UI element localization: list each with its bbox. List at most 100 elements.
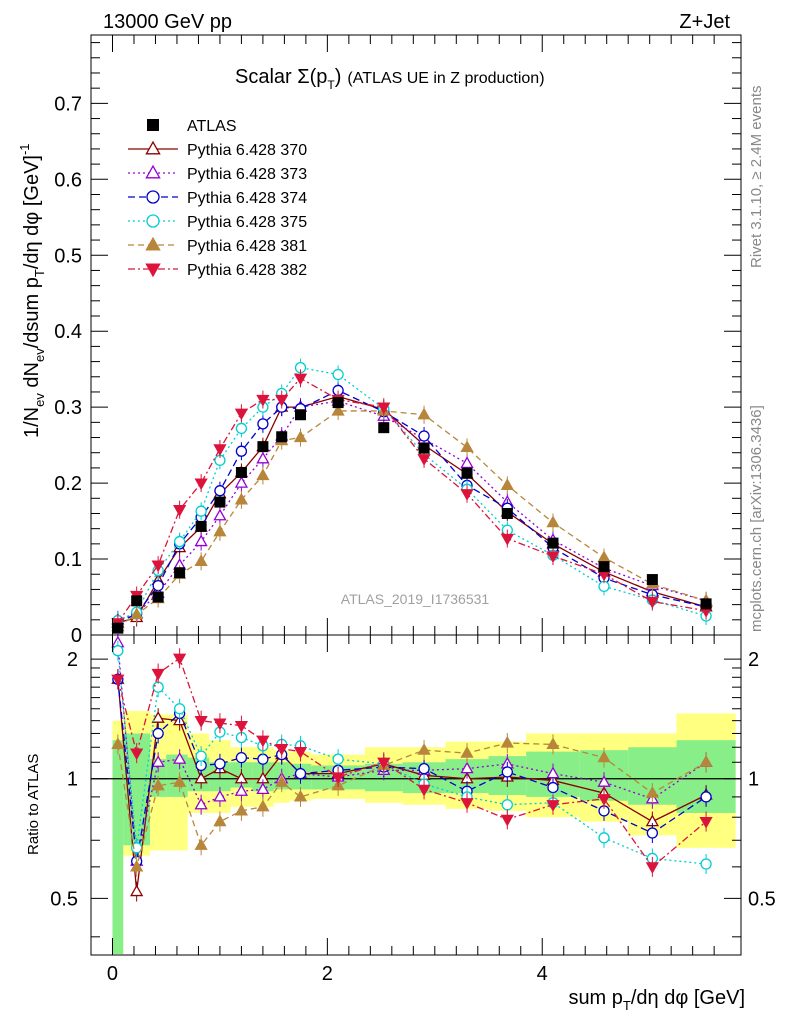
series-atlas — [112, 397, 712, 634]
legend-marker — [147, 119, 159, 131]
data-point — [194, 534, 208, 547]
data-point — [276, 431, 288, 443]
ratio-point — [151, 778, 165, 791]
data-point — [234, 408, 249, 421]
ratio-point — [195, 750, 207, 762]
ratio-point — [460, 761, 474, 774]
x-tick-label: 4 — [537, 963, 548, 985]
legend-item: Pythia 6.428 382 — [128, 262, 307, 279]
data-point — [501, 507, 513, 519]
data-point — [151, 560, 165, 573]
legend-marker — [145, 164, 161, 179]
data-point — [377, 402, 391, 415]
data-point — [598, 561, 610, 573]
ratio-point — [500, 735, 514, 748]
ratio-point — [151, 711, 165, 723]
data-point — [546, 515, 560, 528]
ratio-point — [173, 653, 187, 666]
rivet-version-label: Rivet 3.1.10, ≥ 2.4M events — [748, 86, 765, 269]
ratio-point — [256, 799, 270, 812]
ratio-point — [500, 814, 514, 827]
data-point — [214, 485, 226, 497]
ratio-point — [417, 743, 431, 755]
ratio-point — [460, 798, 474, 810]
legend-item: Pythia 6.428 373 — [128, 164, 307, 183]
ratio-point — [234, 721, 249, 733]
legend-marker — [146, 190, 160, 204]
ratio-point — [597, 750, 611, 763]
ratio-point — [130, 859, 144, 872]
main-y-axis-label: 1/Nev dNev/dsum pT/dη dφ [GeV]-1 — [17, 143, 47, 438]
process-label: Z+Jet — [679, 11, 730, 33]
ratio-point — [111, 674, 125, 687]
ratio-point — [194, 838, 208, 850]
ratio-point — [173, 703, 186, 715]
data-point — [194, 478, 208, 491]
ratio-y-tick-label: 2 — [67, 649, 78, 671]
ratio-point — [234, 784, 249, 796]
ratio-y-tick-label: 1 — [67, 769, 78, 791]
ratio-point — [331, 772, 345, 785]
ratio-point — [597, 794, 611, 806]
data-point — [152, 579, 164, 592]
data-point — [546, 551, 560, 564]
uncertainty-band-inner — [112, 740, 124, 954]
analysis-watermark: ATLAS_2019_I1736531 — [341, 591, 490, 607]
y-tick-label: 0.3 — [54, 397, 82, 419]
mcplots-reference-label: mcplots.cern.ch [arXiv:1306.3436] — [748, 405, 765, 632]
data-point — [417, 454, 431, 466]
legend-label: Pythia 6.428 374 — [187, 190, 307, 207]
ratio-point — [699, 755, 713, 767]
ratio-point — [417, 784, 431, 797]
data-point — [418, 442, 430, 454]
y-tick-label: 0.6 — [54, 169, 82, 191]
ratio-point — [194, 771, 208, 784]
ratio-point — [293, 789, 308, 802]
data-point — [256, 468, 270, 481]
data-point — [195, 520, 207, 532]
legend-marker — [146, 214, 160, 228]
ratio-point — [234, 803, 249, 816]
ratio-point — [460, 746, 474, 758]
legend-marker — [145, 140, 161, 155]
legend-item: ATLAS — [147, 118, 237, 135]
data-point — [295, 409, 307, 421]
ratio-point — [152, 727, 164, 740]
y-tick-label: 0.1 — [54, 549, 82, 571]
x-tick-label: 2 — [322, 963, 333, 985]
ratio-point — [700, 858, 712, 870]
data-point — [234, 476, 249, 488]
data-point — [256, 451, 270, 464]
data-point — [293, 373, 308, 386]
data-point — [378, 422, 390, 434]
ratio-point — [112, 645, 124, 657]
ratio-point — [418, 763, 430, 775]
data-point — [460, 440, 474, 453]
collision-energy-label: 13000 GeV pp — [103, 11, 232, 33]
data-point — [235, 422, 248, 435]
data-point — [418, 430, 430, 442]
data-point — [213, 524, 227, 537]
data-point — [700, 598, 712, 610]
ratio-point — [173, 775, 187, 787]
data-point — [293, 430, 308, 443]
y-tick-label: 0.2 — [54, 473, 82, 495]
data-point — [235, 445, 248, 457]
legend-label: Pythia 6.428 382 — [187, 262, 307, 279]
data-point — [645, 596, 659, 609]
data-point — [152, 591, 164, 603]
ratio-point — [151, 755, 165, 767]
data-point — [256, 394, 270, 407]
data-point — [257, 418, 269, 430]
data-point — [417, 407, 431, 420]
ratio-y-tick-label: 0.5 — [50, 888, 78, 910]
ratio-point — [111, 737, 125, 750]
data-point — [213, 444, 227, 456]
data-point — [213, 508, 227, 521]
ratio-point — [194, 797, 208, 810]
data-point — [332, 397, 344, 409]
data-point — [547, 537, 559, 549]
ratio-point — [547, 781, 559, 794]
ratio-point — [501, 799, 513, 811]
